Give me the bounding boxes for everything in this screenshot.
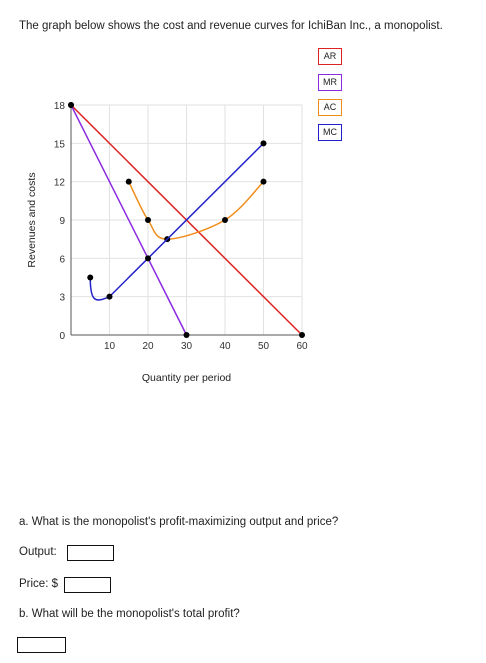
mr-curve: [70, 104, 188, 336]
legend-ac[interactable]: AC: [318, 99, 342, 116]
output-label: Output:: [19, 546, 57, 558]
mc-point: [260, 140, 267, 147]
intro-text: The graph below shows the cost and reven…: [19, 20, 443, 32]
y-tick-label: 18: [54, 101, 66, 112]
legend-mc[interactable]: MC: [318, 124, 342, 141]
question-b: b. What will be the monopolist's total p…: [19, 608, 240, 620]
output-input[interactable]: [67, 545, 114, 561]
y-tick-label: 3: [59, 293, 65, 304]
y-tick-label: 0: [59, 331, 65, 342]
ac-point: [260, 178, 267, 185]
x-tick-label: 20: [142, 341, 154, 352]
price-input[interactable]: [64, 577, 111, 593]
mc-curve: [89, 142, 265, 301]
legend-mr[interactable]: MR: [318, 74, 342, 91]
mc-point: [145, 255, 151, 262]
x-axis-title: Quantity per period: [142, 372, 231, 384]
ac-point: [222, 217, 228, 223]
x-tick-label: 50: [258, 341, 270, 352]
ac-point: [145, 217, 151, 223]
y-tick-label: 12: [54, 178, 66, 189]
mc-point: [87, 274, 94, 281]
x-tick-label: 40: [219, 341, 231, 352]
mr-point: [183, 332, 190, 338]
ac-point: [125, 178, 132, 185]
mr-point: [68, 102, 74, 108]
x-tick-label: 10: [104, 341, 116, 352]
price-label: Price: $: [19, 578, 58, 590]
y-tick-label: 6: [59, 254, 65, 265]
ar-point: [299, 332, 305, 338]
y-tick-label: 15: [54, 139, 66, 150]
x-tick-label: 30: [181, 341, 193, 352]
cost-revenue-chart: 10 20 30 40 50 60 0 3 6 9 12 15 18 Quantity per perio…: [26, 101, 308, 384]
x-tick-label: 60: [296, 341, 308, 352]
question-a: a. What is the monopolist's profit-maxim…: [19, 516, 339, 528]
y-tick-label: 9: [59, 216, 65, 227]
profit-input[interactable]: [17, 637, 66, 653]
legend-ar[interactable]: AR: [318, 48, 342, 65]
y-axis-title: Revenues and costs: [26, 172, 38, 267]
mc-point: [106, 293, 113, 300]
